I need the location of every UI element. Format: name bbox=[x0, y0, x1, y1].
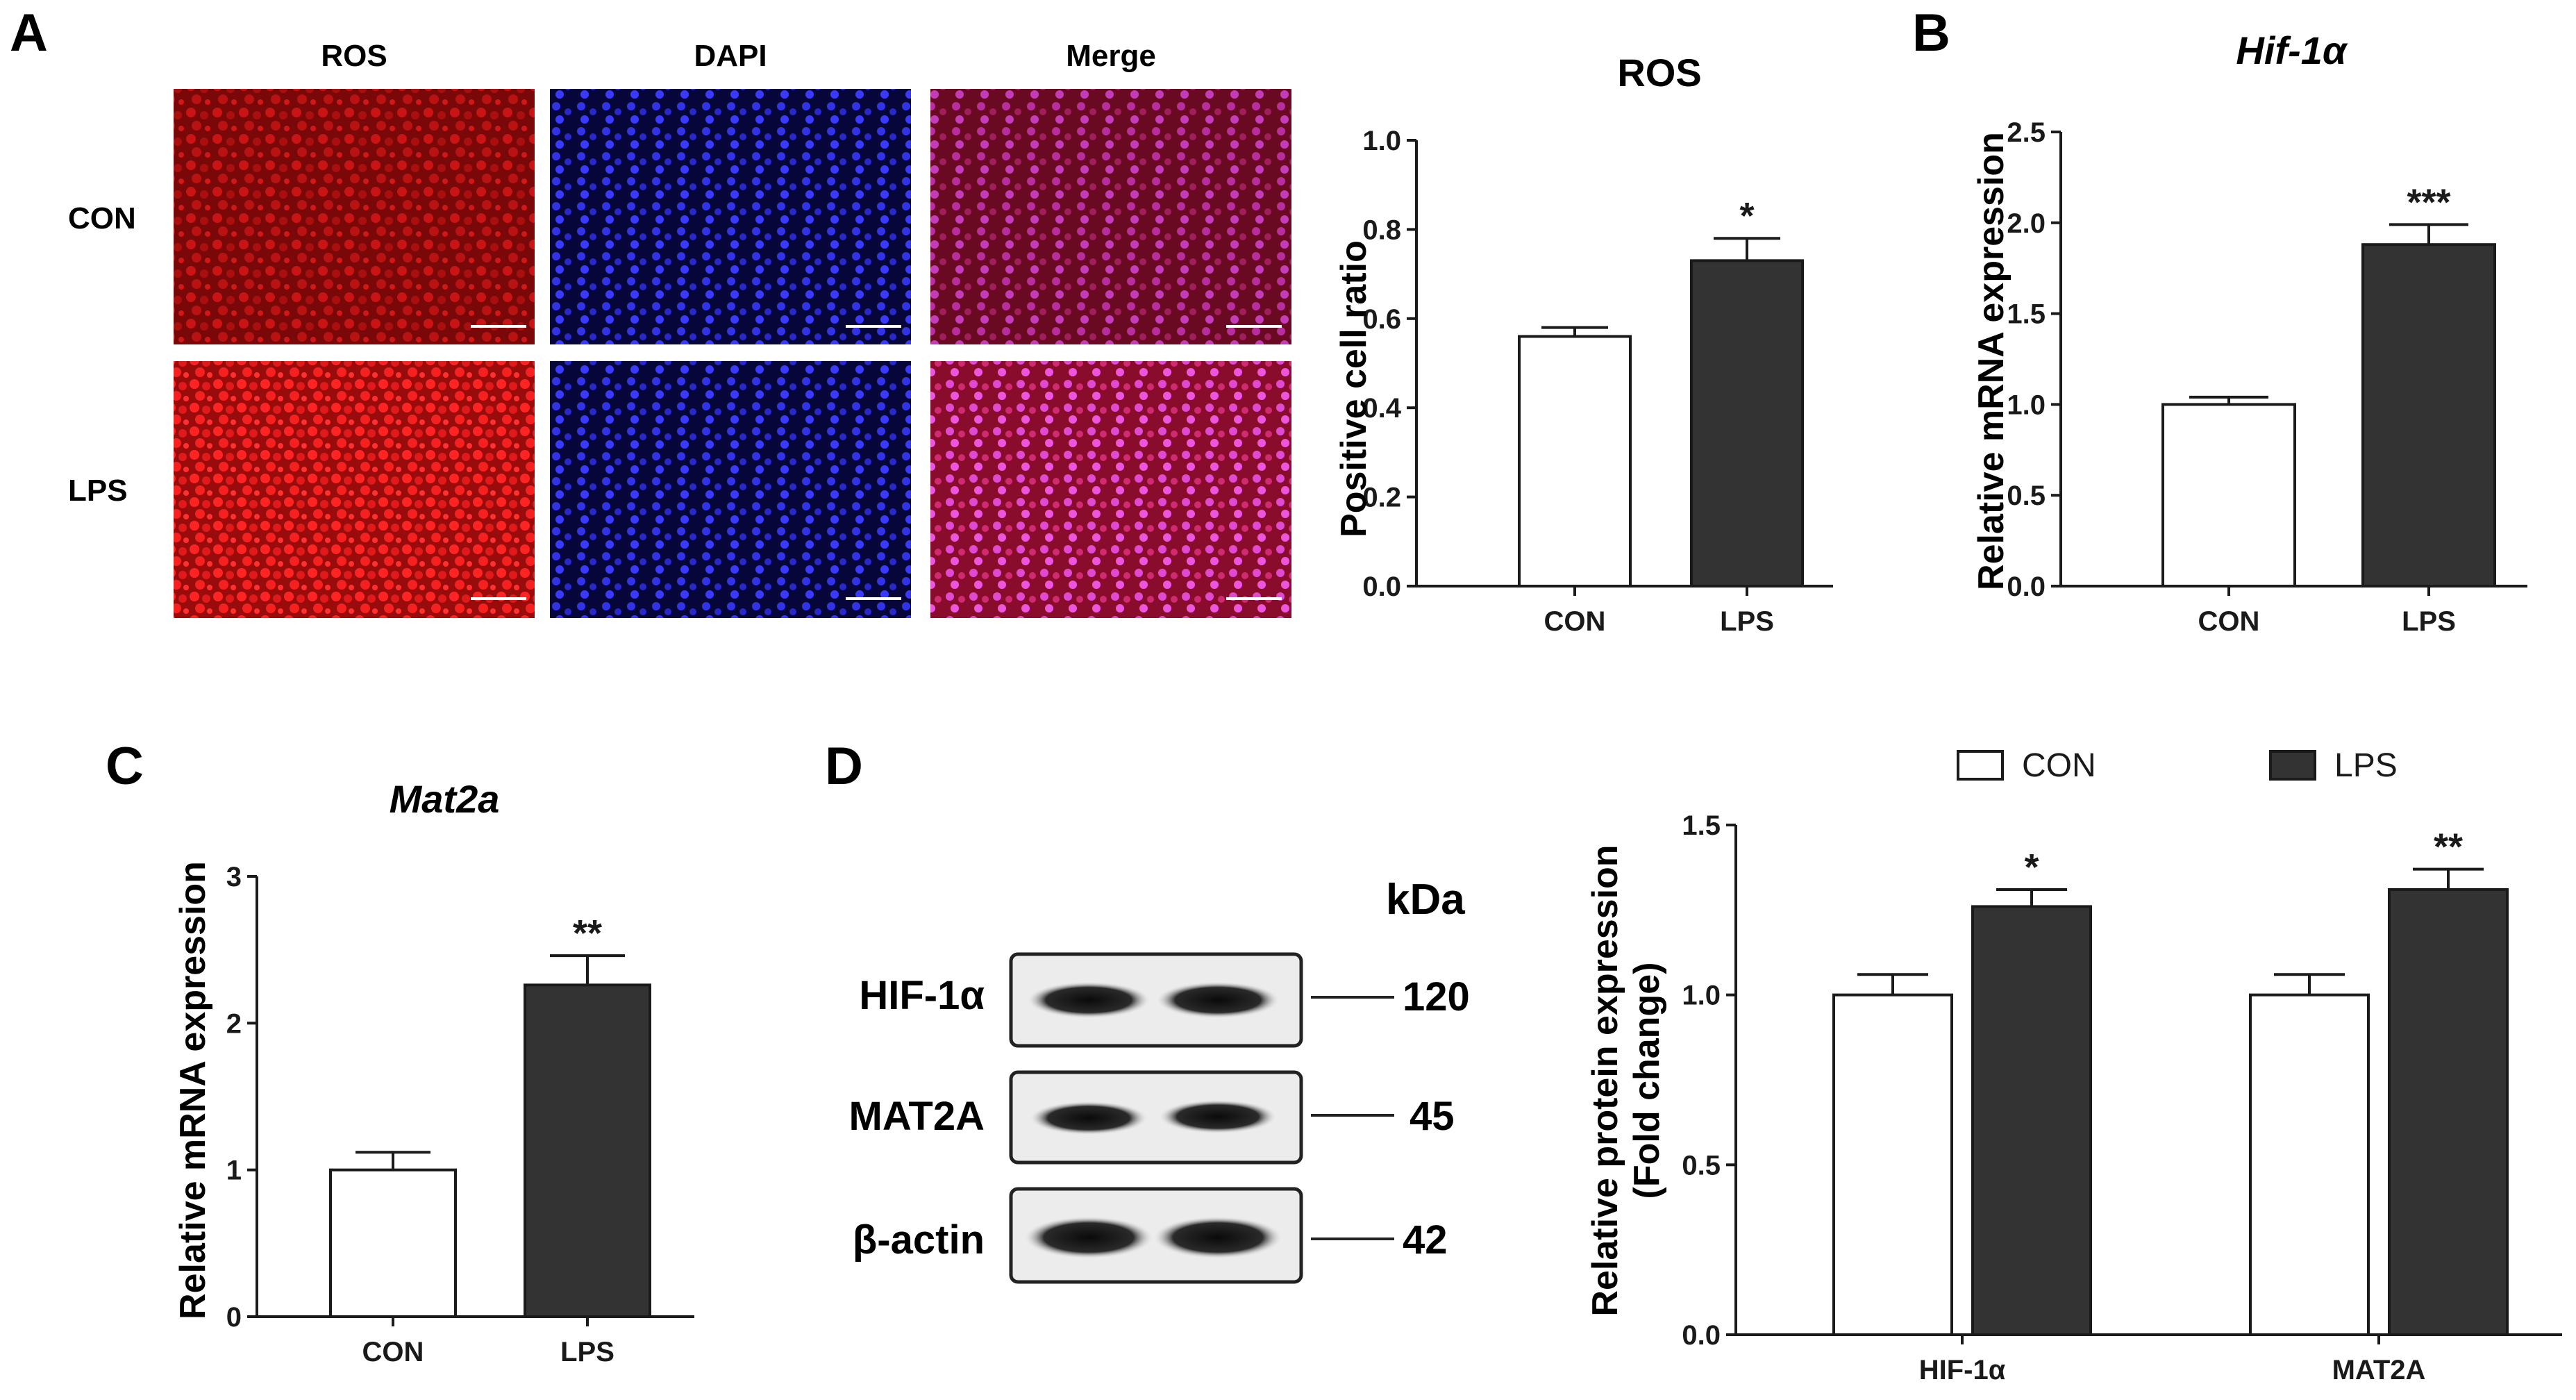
blot-band bbox=[1028, 982, 1150, 1018]
y-tick-label: 3 bbox=[226, 862, 242, 892]
blot-band bbox=[1160, 1100, 1276, 1133]
x-tick-label: LPS bbox=[560, 1337, 614, 1367]
blot-membrane-mat2a bbox=[1009, 1070, 1303, 1165]
y-tick-label: 0.6 bbox=[1362, 304, 1401, 335]
y-tick-label: 1.5 bbox=[2007, 299, 2046, 330]
blot-band bbox=[1030, 1101, 1147, 1135]
significance-marker: *** bbox=[2407, 181, 2450, 223]
blot-kda-value-mat2a: 45 bbox=[1410, 1094, 1455, 1139]
micro-col-label-ros: ROS bbox=[321, 39, 387, 73]
panel-letter-a: A bbox=[10, 3, 48, 62]
x-tick-label: CON bbox=[1544, 606, 1606, 637]
blot-kda-value-hif1a: 120 bbox=[1403, 974, 1470, 1019]
micro-image-con-ros bbox=[174, 89, 535, 344]
chart-b-title: Hif-1α bbox=[2236, 28, 2347, 72]
legend-swatch bbox=[1957, 750, 2004, 781]
y-tick-label: 1.0 bbox=[1362, 126, 1401, 156]
bar bbox=[1971, 905, 2092, 1336]
chart-a-title: ROS bbox=[1617, 51, 1702, 94]
significance-marker: ** bbox=[2434, 826, 2463, 868]
y-tick-label: 2 bbox=[226, 1008, 242, 1039]
micro-image-con-dapi bbox=[550, 89, 911, 344]
bar bbox=[329, 1168, 457, 1318]
y-tick-label: 0.0 bbox=[1682, 1320, 1721, 1351]
bar bbox=[2249, 993, 2370, 1336]
bar bbox=[2388, 888, 2509, 1337]
bar bbox=[1518, 335, 1632, 588]
blot-band bbox=[1154, 1217, 1282, 1258]
y-tick-label: 1 bbox=[226, 1156, 242, 1186]
blot-protein-label-mat2a: MAT2A bbox=[848, 1094, 985, 1139]
bar bbox=[1832, 993, 1953, 1336]
blot-protein-label-bactin: β-actin bbox=[852, 1217, 985, 1262]
blot-band bbox=[1157, 982, 1279, 1018]
x-tick-label: CON bbox=[2198, 606, 2260, 637]
blot-kda-value-bactin: 42 bbox=[1403, 1217, 1448, 1262]
y-tick-label: 0 bbox=[226, 1302, 242, 1333]
y-tick-label: 0.0 bbox=[2007, 572, 2046, 602]
y-tick-label: 0.5 bbox=[2007, 481, 2046, 511]
legend-label: CON bbox=[2022, 747, 2096, 784]
x-tick-label: LPS bbox=[2402, 606, 2456, 637]
y-tick-label: 0.0 bbox=[1362, 572, 1401, 602]
bar bbox=[524, 983, 651, 1319]
micro-image-con-merge bbox=[930, 89, 1291, 344]
micro-row-label-lps: LPS bbox=[68, 474, 128, 508]
bar bbox=[2361, 243, 2496, 588]
panel-letter-b: B bbox=[1912, 3, 1950, 62]
micro-image-lps-merge bbox=[930, 361, 1291, 618]
chart-c-title: Mat2a bbox=[389, 777, 500, 821]
blot-kda-label: kDa bbox=[1386, 876, 1465, 924]
y-tick-label: 0.5 bbox=[1682, 1150, 1721, 1181]
blot-protein-label-hif1a: HIF-1α bbox=[859, 973, 985, 1018]
y-tick-label: 1.0 bbox=[1682, 981, 1721, 1011]
micro-col-label-merge: Merge bbox=[1066, 39, 1156, 73]
y-tick-label: 0.4 bbox=[1362, 393, 1401, 424]
chart-d-ylabel-line2: (Fold change) bbox=[1627, 962, 1667, 1199]
significance-marker: * bbox=[1739, 195, 1754, 237]
legend-label: LPS bbox=[2334, 747, 2398, 784]
panel-letter-d: D bbox=[825, 737, 863, 796]
microscopy-grid bbox=[174, 89, 1291, 618]
micro-image-lps-dapi bbox=[550, 361, 911, 618]
micro-image-lps-ros bbox=[174, 361, 535, 618]
x-tick-label: LPS bbox=[1720, 606, 1774, 637]
micro-col-label-dapi: DAPI bbox=[694, 39, 767, 73]
y-tick-label: 2.5 bbox=[2007, 117, 2046, 148]
significance-marker: ** bbox=[573, 912, 602, 954]
y-tick-label: 0.2 bbox=[1362, 483, 1401, 513]
panel-letter-c: C bbox=[106, 737, 144, 796]
x-tick-label: MAT2A bbox=[2332, 1355, 2426, 1385]
micro-row-label-con: CON bbox=[68, 201, 136, 235]
y-tick-label: 0.8 bbox=[1362, 215, 1401, 245]
blot-membrane-hif1a bbox=[1009, 952, 1303, 1048]
chart-d-ylabel-line1: Relative protein expression bbox=[1585, 844, 1625, 1317]
x-tick-label: HIF-1α bbox=[1919, 1355, 2006, 1385]
blot-band bbox=[1025, 1217, 1153, 1258]
legend-swatch bbox=[2269, 750, 2316, 781]
y-tick-label: 1.5 bbox=[1682, 810, 1721, 841]
x-tick-label: CON bbox=[362, 1337, 424, 1367]
significance-marker: * bbox=[2024, 847, 2039, 888]
bar bbox=[2161, 403, 2296, 588]
y-tick-label: 2.0 bbox=[2007, 208, 2046, 239]
bar bbox=[1690, 259, 1804, 588]
y-tick-label: 1.0 bbox=[2007, 390, 2046, 420]
